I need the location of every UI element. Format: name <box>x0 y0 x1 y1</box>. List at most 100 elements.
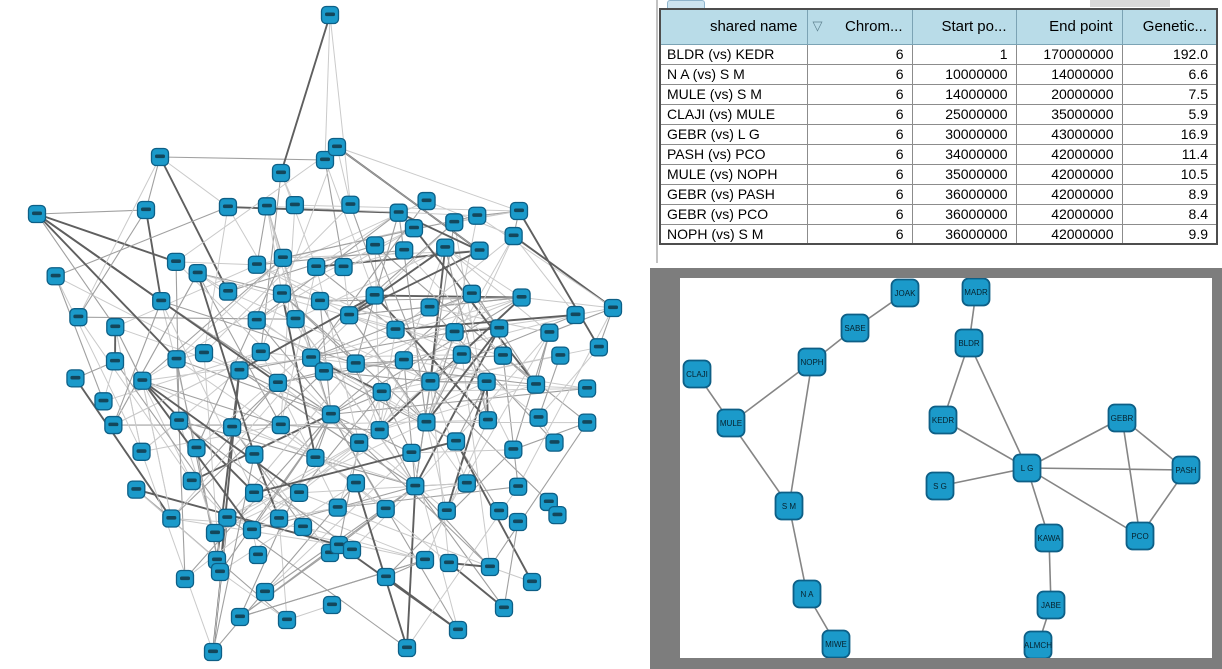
network-node[interactable] <box>334 257 353 277</box>
network-node[interactable] <box>509 477 528 496</box>
network-node[interactable] <box>272 284 292 303</box>
network-node[interactable] <box>494 598 514 618</box>
column-header-1[interactable]: ▽ Chrom... <box>806 8 913 45</box>
network-node[interactable] <box>321 405 341 424</box>
node-JOAK[interactable]: JOAK <box>890 278 920 308</box>
table-row[interactable]: BLDR (vs) KEDR 6 1 170000000 192.0 <box>659 43 1218 65</box>
network-node[interactable] <box>490 319 509 338</box>
sub-network-canvas[interactable]: JOAK MADR SABE NOPH BLDR CLAJI MULE KEDR GEBR L G… <box>680 278 1212 658</box>
network-node[interactable] <box>269 509 289 528</box>
network-node[interactable] <box>105 352 125 371</box>
network-node[interactable] <box>397 638 417 658</box>
network-node[interactable] <box>69 308 88 327</box>
network-node[interactable] <box>271 415 290 435</box>
network-node[interactable] <box>218 508 237 527</box>
network-node[interactable] <box>94 392 113 411</box>
network-node[interactable] <box>346 354 365 373</box>
network-node[interactable] <box>603 298 623 318</box>
network-node[interactable] <box>205 523 225 543</box>
network-node[interactable] <box>245 445 264 464</box>
network-node[interactable] <box>437 501 456 521</box>
sub-network-view[interactable]: JOAK MADR SABE NOPH BLDR CLAJI MULE KEDR GEBR L G… <box>680 278 1212 658</box>
column-header-2[interactable]: Start po... <box>911 8 1017 45</box>
network-node[interactable] <box>167 350 186 369</box>
network-node[interactable] <box>277 610 297 630</box>
network-node[interactable] <box>306 448 325 468</box>
network-node[interactable] <box>175 569 195 589</box>
tab-stub[interactable] <box>667 0 705 8</box>
network-node[interactable] <box>415 550 435 570</box>
network-node[interactable] <box>477 372 496 392</box>
node-JABE[interactable]: JABE <box>1036 590 1066 620</box>
network-node[interactable] <box>493 346 513 365</box>
network-node[interactable] <box>251 342 270 362</box>
network-node[interactable] <box>551 346 570 365</box>
network-node[interactable] <box>106 317 125 337</box>
network-node[interactable] <box>545 433 564 452</box>
network-node[interactable] <box>406 477 425 496</box>
network-node[interactable] <box>244 483 264 503</box>
network-node[interactable] <box>268 373 288 393</box>
node-S-M[interactable]: S M <box>774 491 804 521</box>
network-node[interactable] <box>478 411 498 430</box>
network-node[interactable] <box>273 248 293 268</box>
network-node[interactable] <box>133 371 152 390</box>
network-node[interactable] <box>247 311 266 330</box>
network-node[interactable] <box>327 137 347 157</box>
network-node[interactable] <box>46 267 65 286</box>
network-node[interactable] <box>470 241 489 260</box>
network-node[interactable] <box>289 483 309 503</box>
network-node[interactable] <box>577 379 597 398</box>
node-GEBR[interactable]: GEBR <box>1107 403 1137 433</box>
network-node[interactable] <box>529 408 548 427</box>
network-node[interactable] <box>315 150 335 170</box>
network-node[interactable] <box>448 620 468 640</box>
table-row[interactable]: MULE (vs) NOPH 6 35000000 42000000 10.5 <box>659 163 1218 185</box>
network-node[interactable] <box>386 320 405 339</box>
network-node[interactable] <box>341 195 360 214</box>
filter-icon[interactable]: ▽ <box>812 18 823 33</box>
table-row[interactable]: GEBR (vs) PASH 6 36000000 42000000 8.9 <box>659 183 1218 205</box>
node-MIWE[interactable]: MIWE <box>821 629 851 658</box>
node-KAWA[interactable]: KAWA <box>1034 523 1064 553</box>
network-node[interactable] <box>421 372 440 391</box>
node-SABE[interactable]: SABE <box>840 313 870 343</box>
network-node[interactable] <box>589 338 609 357</box>
network-node[interactable] <box>320 5 340 25</box>
network-node[interactable] <box>301 348 321 367</box>
network-node[interactable] <box>222 418 242 437</box>
network-node[interactable] <box>132 442 151 461</box>
network-node[interactable] <box>445 213 464 232</box>
network-node[interactable] <box>230 361 249 380</box>
network-node[interactable] <box>218 197 238 217</box>
network-node[interactable] <box>187 438 206 458</box>
network-node[interactable] <box>203 642 223 662</box>
node-S-G[interactable]: S G <box>925 471 955 501</box>
table-row[interactable]: PASH (vs) PCO 6 34000000 42000000 11.4 <box>659 143 1218 165</box>
network-node[interactable] <box>402 443 421 463</box>
table-row[interactable]: GEBR (vs) PCO 6 36000000 42000000 8.4 <box>659 203 1218 225</box>
network-node[interactable] <box>540 323 559 342</box>
network-node[interactable] <box>548 505 567 525</box>
network-node[interactable] <box>372 382 391 402</box>
network-node[interactable] <box>293 517 313 537</box>
network-node[interactable] <box>210 562 230 582</box>
network-node[interactable] <box>526 375 546 394</box>
network-node[interactable] <box>395 241 414 260</box>
network-node[interactable] <box>340 306 359 325</box>
table-row[interactable]: NOPH (vs) S M 6 36000000 42000000 9.9 <box>659 223 1218 245</box>
node-ALMCH[interactable]: ALMCH <box>1023 630 1053 659</box>
network-node[interactable] <box>152 291 171 311</box>
network-node[interactable] <box>27 204 47 224</box>
full-network-panel[interactable] <box>0 0 650 669</box>
column-header-3[interactable]: End point <box>1015 8 1123 45</box>
network-node[interactable] <box>230 607 250 627</box>
network-node[interactable] <box>162 509 181 528</box>
network-node[interactable] <box>194 343 214 363</box>
network-node[interactable] <box>420 298 439 317</box>
node-PASH[interactable]: PASH <box>1171 455 1201 485</box>
network-node[interactable] <box>439 553 459 573</box>
network-node[interactable] <box>446 432 466 451</box>
network-node[interactable] <box>182 471 201 491</box>
network-node[interactable] <box>166 252 186 271</box>
